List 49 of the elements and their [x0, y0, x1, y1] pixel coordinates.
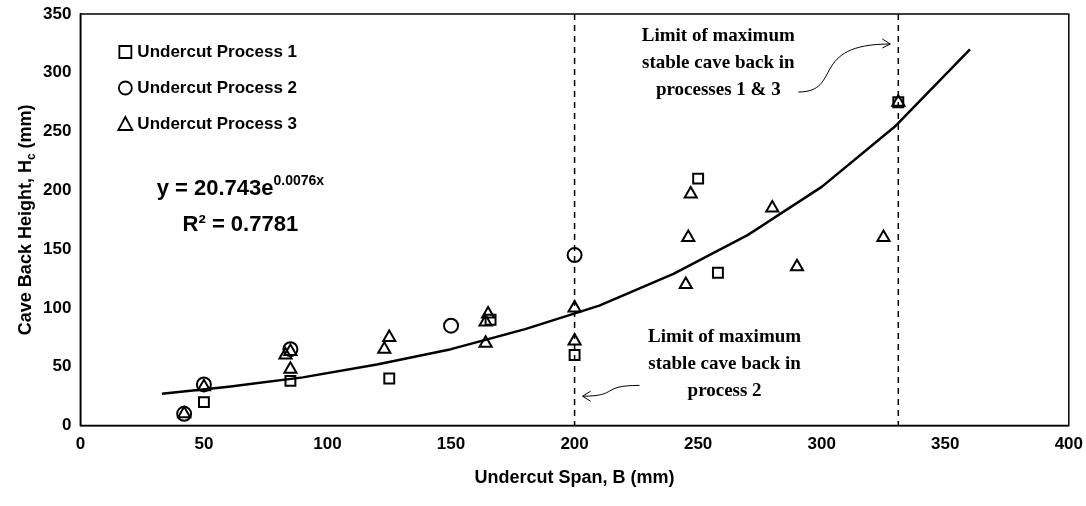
point: [197, 396, 210, 409]
point: [681, 229, 696, 242]
point: [382, 329, 397, 342]
x-tick-label: 200: [560, 434, 589, 454]
legend-label: Undercut Process 1: [137, 41, 298, 61]
y-tick-label: 150: [42, 238, 72, 258]
x-tick-label: 150: [436, 434, 466, 454]
y-tick-label: 250: [42, 121, 72, 141]
x-tick-label: 250: [683, 434, 713, 454]
y-tick-label: 0: [61, 415, 72, 435]
point: [683, 185, 698, 199]
x-axis-title: Undercut Span, B (mm): [474, 466, 675, 487]
x-tick-label: 300: [807, 434, 836, 454]
y-tick-label: 350: [42, 3, 72, 23]
ref-line-label: Limit of maximum stable cave back in process 2: [648, 325, 802, 401]
point: [692, 172, 705, 185]
y-tick-label: 200: [42, 180, 72, 200]
ref-line-label: Limit of maximum stable cave back in processes 1 & 3: [641, 23, 796, 99]
x-tick-label: 100: [313, 434, 342, 454]
annotation: R² = 0.7781: [182, 211, 299, 237]
point: [765, 200, 780, 213]
legend-label: Undercut Process 2: [137, 77, 298, 97]
point: [567, 332, 582, 346]
point: [478, 314, 493, 327]
y-tick-label: 300: [42, 62, 72, 82]
point: [568, 349, 581, 361]
x-tick-label: 400: [1054, 434, 1084, 454]
y-axis-title: Cave Back Height, Hc (mm): [14, 104, 38, 336]
point: [711, 266, 724, 279]
point: [283, 361, 298, 374]
x-tick-label: 0: [75, 434, 86, 454]
point: [876, 229, 891, 242]
y-tick-label: 100: [42, 297, 72, 317]
point: [478, 335, 493, 348]
legend-label: Undercut Process 3: [137, 113, 298, 133]
point: [443, 317, 460, 334]
y-tick-label: 50: [52, 356, 72, 376]
point: [284, 374, 297, 387]
point: [481, 305, 496, 319]
point: [278, 347, 293, 360]
point: [377, 341, 392, 354]
point: [383, 372, 396, 385]
point: [678, 276, 693, 289]
x-tick-label: 350: [931, 434, 960, 454]
point: [566, 247, 583, 264]
point: [789, 258, 805, 272]
x-tick-label: 50: [194, 434, 214, 454]
point: [484, 313, 497, 326]
point: [567, 300, 582, 313]
